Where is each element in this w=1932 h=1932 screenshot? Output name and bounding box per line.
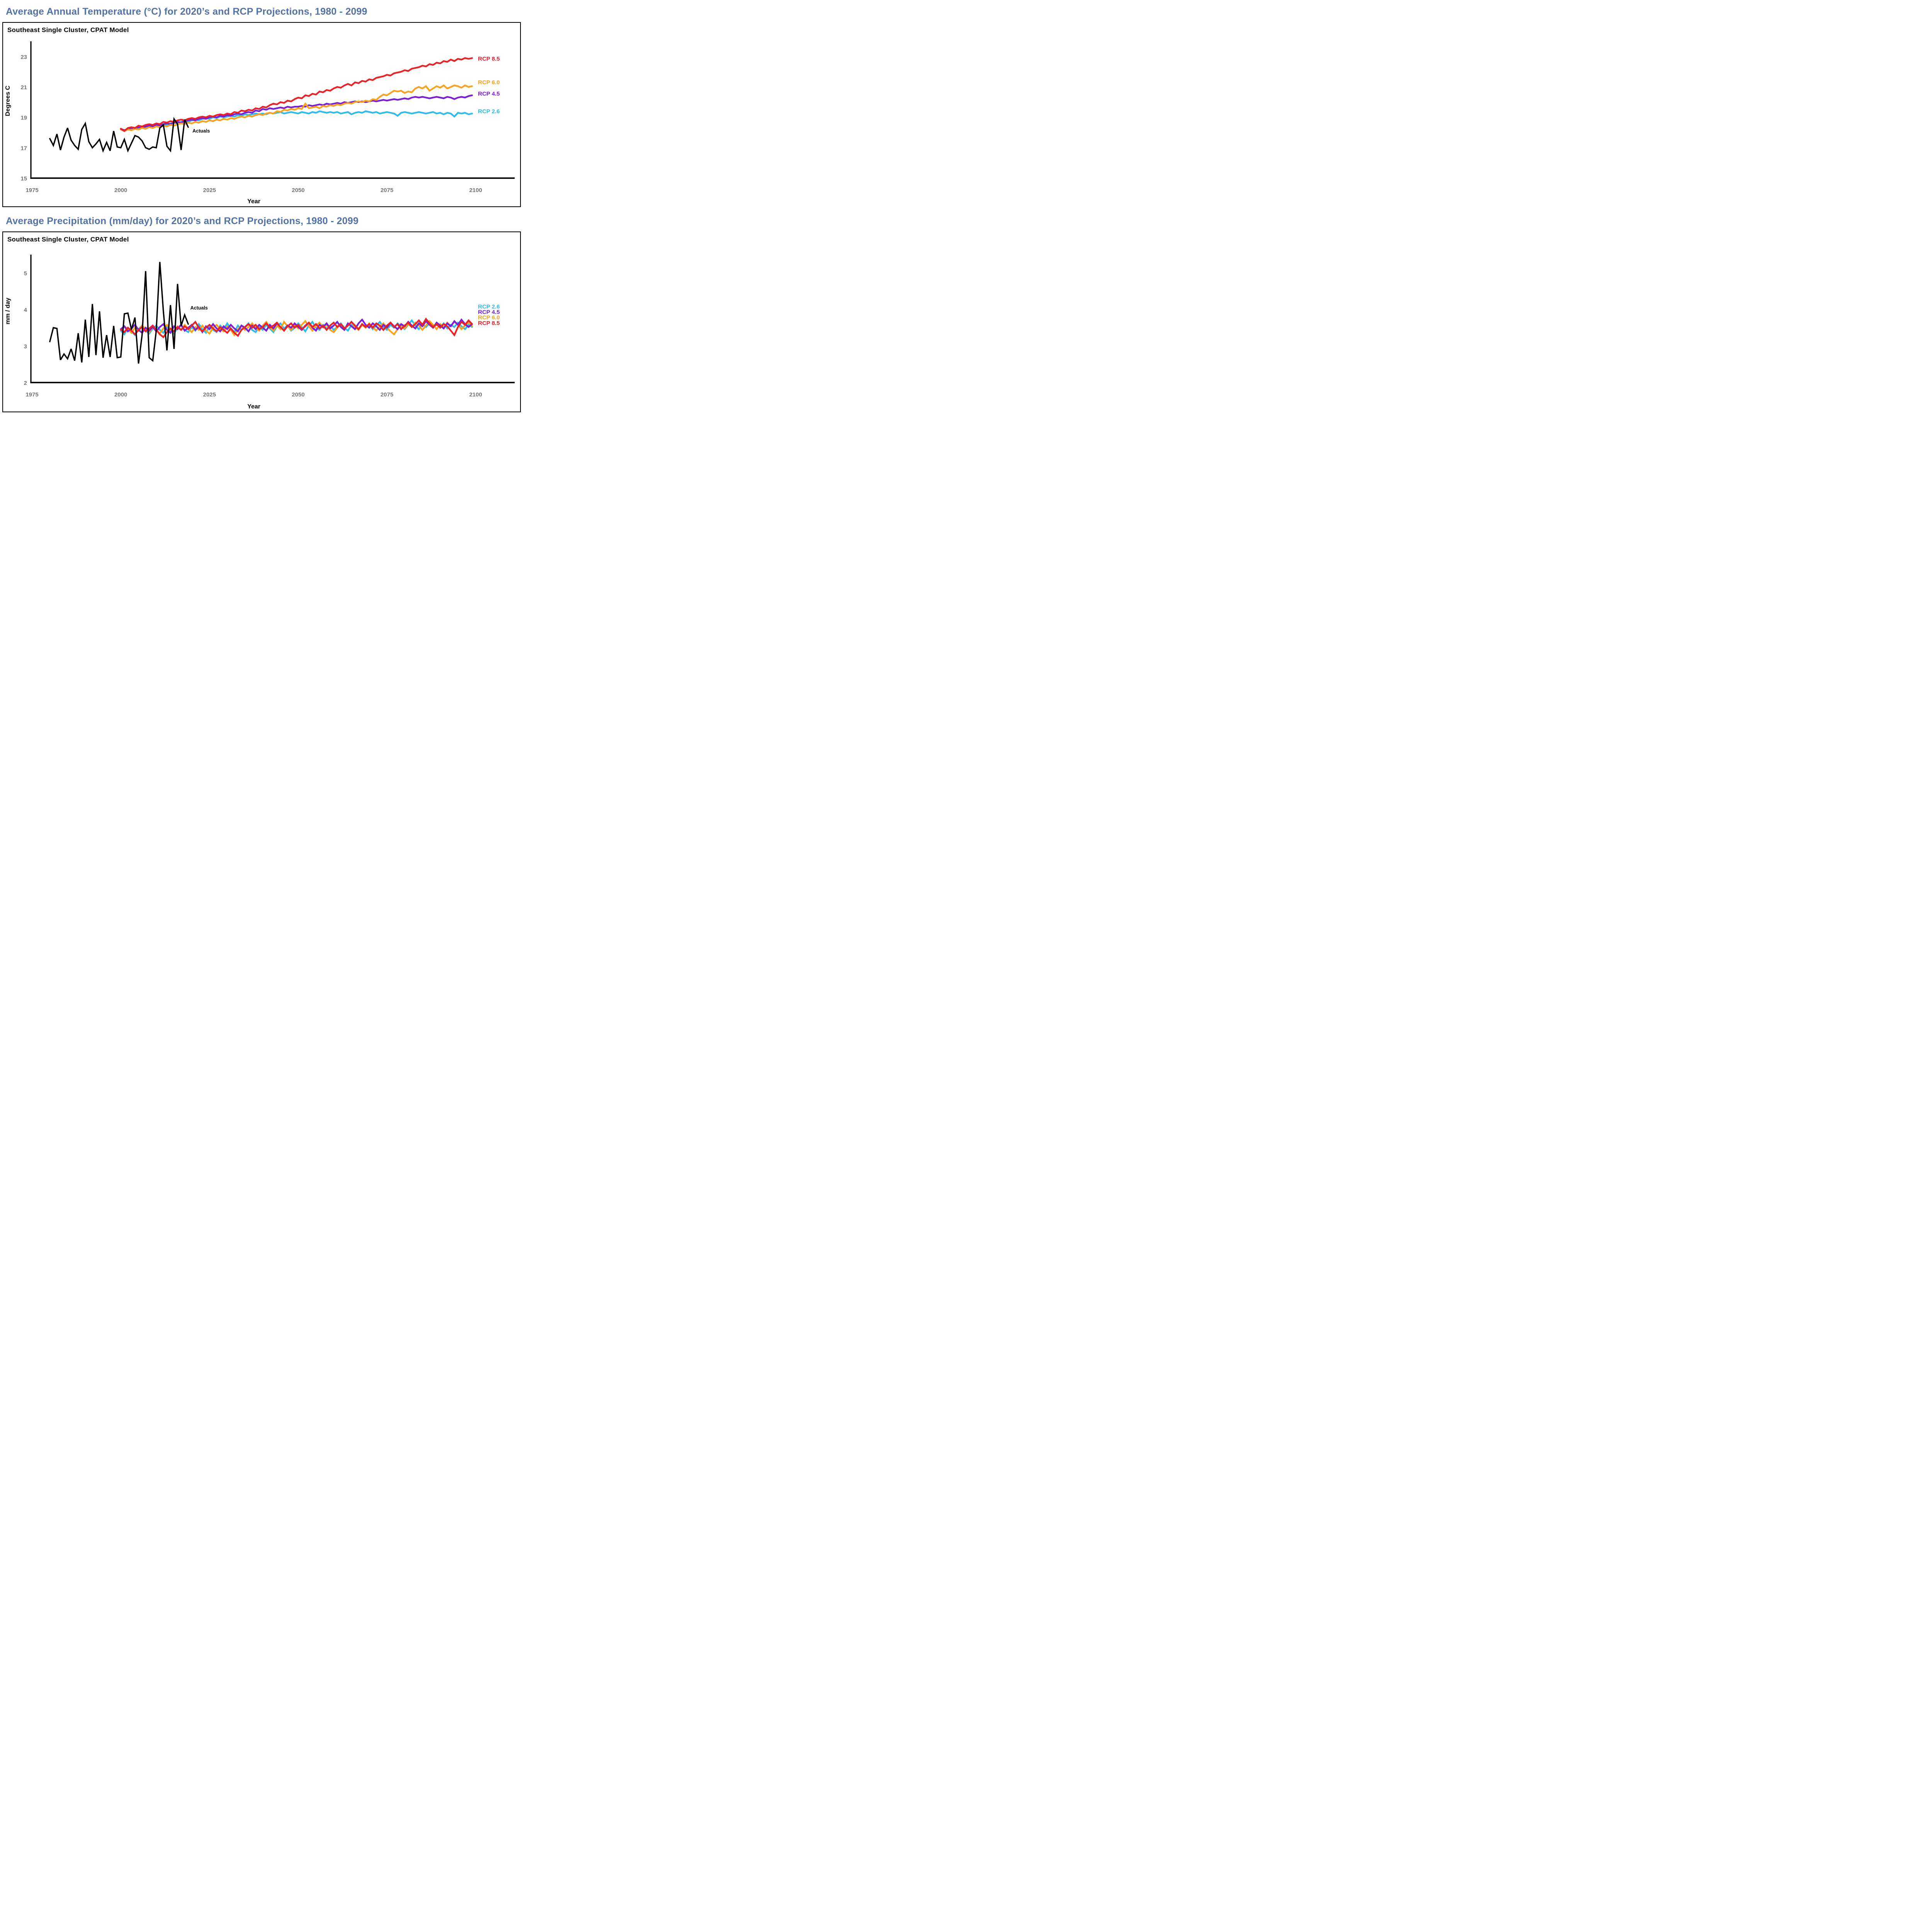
x-tick-label-2100: 2100 [469,391,482,398]
y-tick-label-21: 21 [20,84,27,91]
line-label-rcp-8.5: RCP 8.5 [478,320,500,327]
actuals-line [49,117,189,153]
line-label-rcp-8.5: RCP 8.5 [478,56,500,62]
y-tick-label-23: 23 [20,54,27,60]
x-tick-label-2050: 2050 [292,187,304,194]
precipitation-chart-panel: Southeast Single Cluster, CPAT Model 2 3 4… [2,231,521,412]
x-tick-label-2050: 2050 [292,391,304,398]
rcp-6.0-line [120,84,473,132]
actuals-line [49,262,189,364]
bottom-whitespace [0,412,523,539]
actuals-annotation: Actuals [190,305,208,311]
y-tick-label-17: 17 [20,145,27,151]
x-tick-label-2075: 2075 [381,391,393,398]
x-axis-title: Year [247,403,260,410]
y-tick-label-15: 15 [20,175,27,182]
temperature-chart-subtitle: Southeast Single Cluster, CPAT Model [7,26,129,34]
line-label-rcp-4.5: RCP 4.5 [478,309,500,315]
y-tick-label-5: 5 [24,270,27,277]
y-tick-label-2: 2 [24,380,27,386]
temperature-chart-canvas: 15 17 19 21 23 1975 2000 2025 2050 2075 2100 Degree… [5,41,515,205]
y-axis-title: Degrees C [5,85,11,116]
line-label-rcp-2.6: RCP 2.6 [478,108,500,115]
line-label-rcp-4.5: RCP 4.5 [478,91,500,97]
line-label-rcp-2.6: RCP 2.6 [478,303,500,310]
rcp-8.5-line [120,57,473,132]
precipitation-chart-canvas: 2 3 4 5 1975 2000 2025 2050 2075 2100 mm / day Year… [5,255,515,410]
rcp-8.5-line [120,317,473,338]
precipitation-chart-subtitle: Southeast Single Cluster, CPAT Model [7,236,129,243]
x-tick-label-2100: 2100 [469,187,482,194]
x-tick-label-2025: 2025 [203,391,216,398]
x-tick-label-2075: 2075 [381,187,393,194]
temperature-chart-panel: Southeast Single Cluster, CPAT Model 15 1… [2,22,521,207]
y-axis-title: mm / day [5,298,11,324]
x-tick-label-1975: 1975 [26,391,38,398]
x-tick-label-2000: 2000 [114,187,127,194]
precipitation-chart-title: Average Precipitation (mm/day) for 2020’… [6,216,359,226]
y-tick-label-19: 19 [20,115,27,121]
x-tick-label-1975: 1975 [26,187,38,194]
rcp-4.5-line [120,94,473,131]
line-label-rcp-6.0: RCP 6.0 [478,315,500,321]
page: { "colors": { "title_blue": "#5372A7", "… [0,0,523,539]
x-axis-title: Year [247,198,260,205]
actuals-annotation: Actuals [192,128,210,134]
x-tick-label-2025: 2025 [203,187,216,194]
x-tick-label-2000: 2000 [114,391,127,398]
rcp-4.5-line [120,318,473,334]
y-tick-label-4: 4 [24,307,27,313]
temperature-chart-title: Average Annual Temperature (°C) for 2020… [6,6,367,17]
line-label-rcp-6.0: RCP 6.0 [478,79,500,86]
y-tick-label-3: 3 [24,343,27,350]
